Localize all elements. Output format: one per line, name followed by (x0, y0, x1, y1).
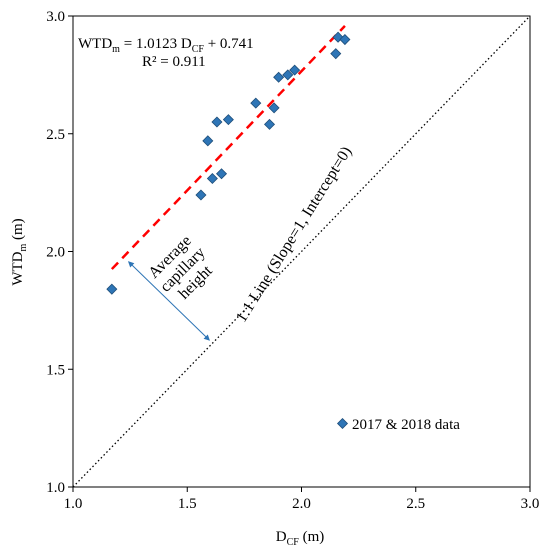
x-tick-label: 1.0 (64, 496, 83, 512)
data-point (106, 283, 118, 295)
capillary-arrow (127, 261, 210, 341)
capillary-height-label: Average capillary height (145, 232, 216, 302)
legend: 2017 & 2018 data (336, 417, 460, 433)
y-tick-label: 2.5 (46, 127, 65, 143)
data-point (268, 102, 280, 114)
data-point (202, 135, 214, 147)
data-point (273, 71, 285, 83)
legend-marker (336, 417, 349, 430)
data-point (289, 64, 301, 76)
regression-equation: WTDm = 1.0123 DCF + 0.741 (78, 36, 254, 55)
y-tick-label: 2.0 (46, 245, 65, 261)
x-axis-title: DCF (m) (276, 529, 325, 548)
r-squared-label: R² = 0.911 (142, 54, 206, 70)
data-point (216, 168, 228, 180)
axes: 1.0 1.5 2.0 2.5 3.0 1.0 1.5 2.0 2.5 3.0 (46, 9, 539, 512)
data-point (195, 189, 207, 201)
data-point (211, 116, 223, 128)
data-point (263, 118, 276, 130)
x-tick-label: 1.5 (178, 496, 197, 512)
data-point (282, 69, 294, 81)
y-tick-label: 1.5 (46, 362, 65, 378)
regression-line (110, 25, 346, 270)
y-axis-title: WTDm (m) (10, 218, 29, 285)
data-point (206, 172, 218, 185)
x-tick-label: 2.0 (292, 496, 311, 512)
y-tick-label: 3.0 (46, 9, 65, 25)
data-point (330, 48, 342, 60)
plot-area (72, 15, 531, 488)
y-tick-label: 1.0 (46, 480, 65, 496)
data-point (250, 97, 262, 109)
x-tick-label: 2.5 (406, 496, 425, 512)
identity-line-label: 1:1 Line (Slope=1, Intercept=0) (233, 144, 355, 326)
identity-line (72, 15, 531, 488)
data-marks (106, 31, 351, 295)
data-point (339, 34, 351, 46)
x-tick-label: 3.0 (521, 496, 540, 512)
data-point (222, 114, 234, 126)
legend-label: 2017 & 2018 data (352, 417, 460, 433)
